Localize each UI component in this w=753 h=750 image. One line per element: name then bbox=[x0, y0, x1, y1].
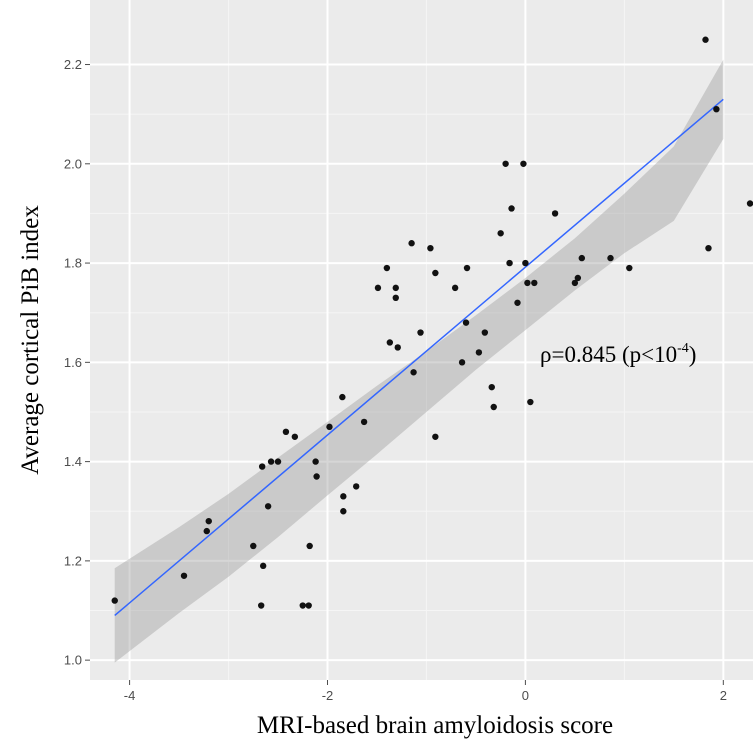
data-point bbox=[531, 279, 538, 287]
data-point bbox=[180, 572, 188, 579]
data-point bbox=[578, 254, 586, 262]
data-point bbox=[417, 329, 424, 336]
minor-gridlines bbox=[90, 0, 753, 680]
data-point bbox=[360, 418, 368, 426]
data-point bbox=[386, 339, 394, 346]
data-point bbox=[551, 210, 559, 217]
data-point bbox=[313, 473, 320, 480]
data-point bbox=[291, 433, 299, 440]
y-tick-label: 1.4 bbox=[64, 454, 82, 469]
data-point bbox=[282, 428, 290, 436]
data-point bbox=[475, 349, 483, 356]
data-point bbox=[205, 517, 212, 525]
data-point bbox=[408, 240, 415, 247]
data-point bbox=[571, 279, 579, 287]
data-point bbox=[306, 542, 313, 550]
data-point bbox=[264, 503, 272, 510]
annotation-prefix: ρ=0.845 (p<10 bbox=[540, 342, 677, 367]
annotation-superscript: -4 bbox=[677, 341, 689, 356]
data-point bbox=[506, 259, 513, 267]
data-point bbox=[451, 284, 459, 292]
data-point bbox=[340, 508, 347, 515]
data-points bbox=[111, 36, 753, 609]
data-point bbox=[458, 359, 466, 366]
data-point bbox=[527, 398, 534, 406]
data-point bbox=[514, 299, 521, 306]
data-point bbox=[463, 264, 471, 272]
data-point bbox=[702, 36, 709, 43]
x-tick-label: 0 bbox=[522, 688, 529, 703]
data-point bbox=[267, 458, 275, 465]
data-point bbox=[111, 597, 118, 604]
data-point bbox=[524, 279, 531, 287]
data-point bbox=[339, 393, 346, 401]
x-tick-label: -2 bbox=[322, 688, 334, 703]
annotation-suffix: ) bbox=[689, 342, 697, 367]
data-point bbox=[607, 254, 614, 262]
data-point bbox=[392, 284, 399, 292]
x-tick-label: 2 bbox=[720, 688, 727, 703]
data-point bbox=[259, 562, 267, 570]
y-tick-label: 1.8 bbox=[64, 256, 82, 271]
data-point bbox=[626, 264, 633, 272]
y-tick-label: 1.2 bbox=[64, 553, 82, 568]
data-point bbox=[522, 259, 529, 267]
y-tick-label: 2.0 bbox=[64, 156, 82, 171]
data-point bbox=[410, 369, 417, 376]
data-point bbox=[427, 244, 434, 252]
data-point bbox=[713, 105, 720, 113]
data-point bbox=[481, 329, 489, 336]
data-point bbox=[394, 344, 401, 351]
y-tick-label: 1.6 bbox=[64, 355, 82, 370]
data-point bbox=[352, 483, 360, 490]
data-point bbox=[508, 205, 515, 212]
data-point bbox=[746, 200, 753, 207]
plot-panel bbox=[90, 0, 753, 680]
data-point bbox=[340, 493, 347, 500]
data-point bbox=[520, 160, 527, 167]
data-point bbox=[488, 383, 495, 391]
data-point bbox=[462, 319, 470, 326]
x-tick-label: -4 bbox=[124, 688, 136, 703]
regression-line bbox=[114, 98, 724, 617]
data-point bbox=[392, 294, 399, 302]
data-point bbox=[305, 602, 312, 609]
data-point bbox=[274, 458, 282, 465]
data-point bbox=[312, 458, 319, 465]
x-axis-ticks: -4 -2 0 2 bbox=[124, 680, 727, 703]
data-point bbox=[432, 269, 439, 277]
data-point bbox=[497, 230, 504, 237]
data-point bbox=[383, 264, 391, 272]
data-point bbox=[374, 284, 382, 292]
data-point bbox=[257, 602, 265, 609]
x-axis-label: MRI-based brain amyloidosis score bbox=[257, 712, 613, 739]
data-point bbox=[326, 423, 333, 431]
confidence-band bbox=[114, 59, 724, 663]
data-point bbox=[432, 433, 439, 440]
data-point bbox=[574, 274, 582, 282]
y-axis-label: Average cortical PiB index bbox=[17, 205, 44, 475]
data-point bbox=[299, 602, 306, 609]
y-axis-ticks: 1.0 1.2 1.4 1.6 1.8 2.0 2.2 bbox=[64, 57, 90, 668]
data-point bbox=[258, 463, 266, 470]
data-point bbox=[490, 403, 497, 411]
correlation-annotation: ρ=0.845 (p<10-4) bbox=[540, 341, 696, 367]
y-tick-label: 1.0 bbox=[64, 653, 82, 668]
y-tick-label: 2.2 bbox=[64, 57, 82, 72]
data-point bbox=[502, 160, 509, 167]
data-point bbox=[250, 542, 257, 550]
data-point bbox=[705, 244, 712, 252]
data-point bbox=[203, 527, 210, 535]
major-gridlines bbox=[90, 0, 753, 680]
